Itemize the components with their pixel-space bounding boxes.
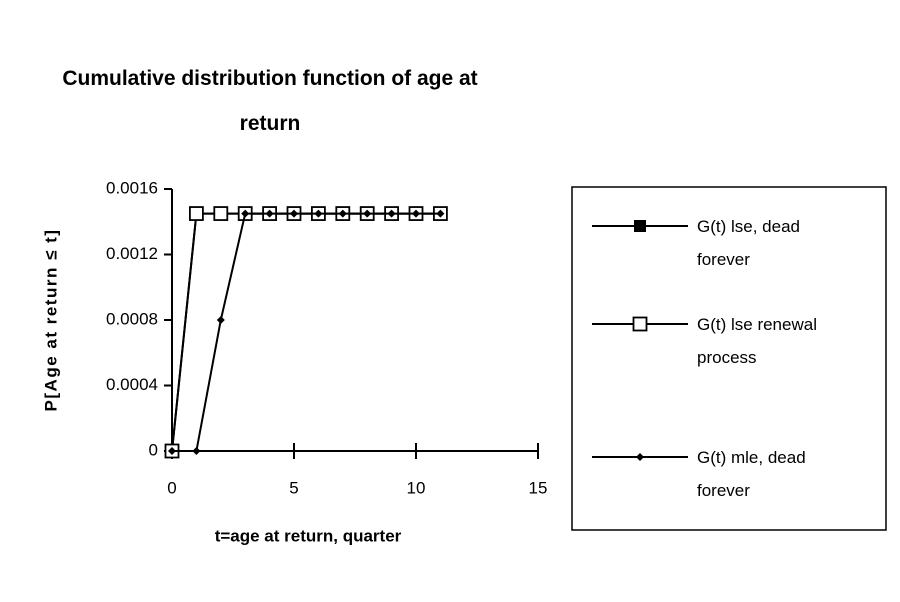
data-point xyxy=(436,209,445,218)
data-point xyxy=(387,209,396,218)
series-line xyxy=(172,212,441,452)
legend-marker xyxy=(636,453,644,461)
x-axis-label: t=age at return, quarter xyxy=(215,526,402,545)
data-point xyxy=(241,209,250,218)
y-tick-label: 0.0008 xyxy=(106,309,158,328)
y-tick-label: 0.0016 xyxy=(106,178,158,197)
data-point xyxy=(290,209,298,218)
legend-label: G(t) lse renewal process xyxy=(697,315,817,367)
y-tick-label: 0 xyxy=(149,440,158,459)
data-point xyxy=(188,206,204,221)
data-point xyxy=(412,209,420,218)
data-point xyxy=(265,209,274,218)
legend-marker xyxy=(632,316,648,332)
legend-label: G(t) lse, dead forever xyxy=(697,217,800,269)
legend-box xyxy=(571,186,887,531)
data-point xyxy=(363,209,372,218)
series-line xyxy=(171,212,441,452)
x-tick-label: 10 xyxy=(407,478,426,497)
x-tick-label: 0 xyxy=(167,478,176,497)
y-axis-label: P[Age at return ≤ t] xyxy=(41,229,60,412)
chart-title: Cumulative distribution function of age … xyxy=(62,67,478,135)
data-point xyxy=(192,447,201,455)
x-tick-label: 15 xyxy=(529,478,548,497)
data-point xyxy=(213,206,229,221)
y-tick-label: 0.0012 xyxy=(106,244,158,263)
data-point xyxy=(338,209,347,218)
legend-marker xyxy=(634,220,646,232)
series-line xyxy=(171,212,441,452)
y-tick-label: 0.0004 xyxy=(106,375,158,394)
data-point xyxy=(168,447,176,455)
legend-label: G(t) mle, dead forever xyxy=(697,448,806,500)
x-tick-label: 5 xyxy=(289,478,298,497)
data-point xyxy=(216,316,225,324)
data-point xyxy=(314,209,323,218)
